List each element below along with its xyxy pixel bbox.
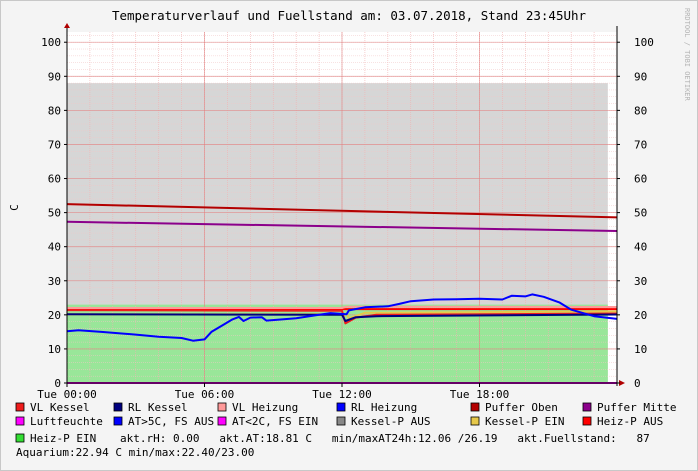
series-line-puffer-mitte (66, 220, 618, 232)
y-tick-label-right: 30 (634, 275, 647, 288)
x-tick-label: Tue 00:00 (37, 388, 97, 401)
legend-label: AT<2C, FS EIN (232, 415, 318, 428)
legend-label: Puffer Oben (485, 401, 558, 414)
y-tick-label-left: 100 (41, 36, 61, 49)
legend-swatch (336, 402, 346, 412)
y-tick-label-left: 70 (48, 138, 61, 151)
legend-swatch (336, 416, 346, 426)
x-tick-label: Tue 12:00 (312, 388, 372, 401)
y-tick-label-left: 90 (48, 70, 61, 83)
legend-label: AT>5C, FS AUS (128, 415, 214, 428)
y-tick-label-right: 60 (634, 173, 647, 186)
y-tick-label-left: 40 (48, 241, 61, 254)
legend-swatch (113, 402, 123, 412)
legend-label: VL Heizung (232, 401, 298, 414)
y-tick-label-left: 50 (48, 207, 61, 220)
legend-swatch (582, 402, 592, 412)
legend-swatch (582, 416, 592, 426)
legend-swatch (470, 402, 480, 412)
y-tick-label-left: 60 (48, 173, 61, 186)
y-tick-label-left: 80 (48, 104, 61, 117)
status-readout: akt.rH: 0.00 akt.AT:18.81 C min/maxAT24h… (120, 432, 650, 445)
y-axis-arrow-left (64, 23, 70, 28)
legend-swatch (15, 433, 25, 443)
legend-label: Kessel-P EIN (485, 415, 564, 428)
grid (66, 32, 618, 384)
y-tick-label-right: 90 (634, 70, 647, 83)
y-tick-label-right: 50 (634, 207, 647, 220)
chart-title: Temperaturverlauf und Fuellstand am: 03.… (112, 8, 587, 23)
legend-label: Heiz-P EIN (30, 432, 96, 445)
x-tick-label: Tue 06:00 (175, 388, 235, 401)
legend-swatch (470, 416, 480, 426)
legend-swatch (217, 416, 227, 426)
legend-label: RL Kessel (128, 401, 188, 414)
legend-label: Luftfeuchte (30, 415, 103, 428)
y-tick-label-right: 80 (634, 104, 647, 117)
y-tick-label-left: 10 (48, 343, 61, 356)
watermark: RRDTOOL / TOBI OETIKER (683, 8, 691, 102)
series-line-vl-kessel (66, 309, 618, 325)
series-line-puffer-oben (66, 203, 618, 219)
y-tick-label-right: 0 (634, 377, 641, 390)
x-tick-label: Tue 18:00 (450, 388, 510, 401)
legend-swatch (113, 416, 123, 426)
legend-swatch (15, 402, 25, 412)
series-line-rl-kessel (66, 313, 618, 322)
aquarium-readout: Aquarium:22.94 C min/max:22.40/23.00 (16, 446, 254, 459)
legend-swatch (15, 416, 25, 426)
area-heiz-p-ein (67, 304, 608, 383)
y-tick-label-right: 100 (634, 36, 654, 49)
legend-label: VL Kessel (30, 401, 90, 414)
legend-label: Heiz-P AUS (597, 415, 663, 428)
y-axis-label: C (8, 204, 21, 211)
y-tick-label-right: 20 (634, 309, 647, 322)
y-tick-label-right: 70 (634, 138, 647, 151)
y-tick-label-right: 10 (634, 343, 647, 356)
legend-label: RL Heizung (351, 401, 417, 414)
y-tick-label-left: 20 (48, 309, 61, 322)
y-tick-label-right: 40 (634, 241, 647, 254)
legend-swatch (217, 402, 227, 412)
y-tick-label-left: 30 (48, 275, 61, 288)
legend-label: Kessel-P AUS (351, 415, 430, 428)
series-line-vl-heizung (67, 305, 618, 309)
legend-label: Puffer Mitte (597, 401, 676, 414)
y-tick-label-left: 0 (54, 377, 61, 390)
x-axis-arrow (619, 380, 625, 386)
series-line-rl-heizung (66, 293, 618, 342)
